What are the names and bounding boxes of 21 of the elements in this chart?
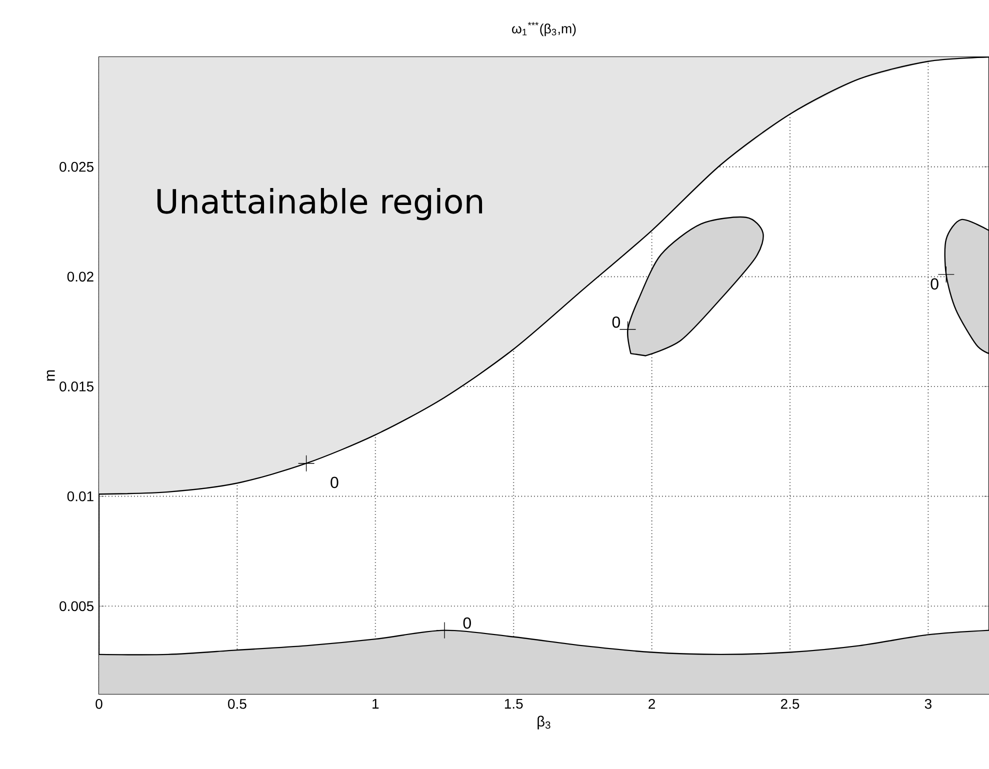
- y-tick-label: 0.02: [67, 272, 94, 282]
- x-tick-label: 1.5: [504, 698, 523, 709]
- y-tick-label: 0.005: [60, 601, 94, 612]
- x-tick-label: 2: [648, 698, 655, 709]
- y-tick-label: 0.025: [60, 162, 94, 172]
- x-axis-title: β$_{3}$: [538, 716, 550, 730]
- y-tick-label: 0.01: [67, 491, 94, 502]
- x-tick-label: 3: [924, 698, 932, 709]
- annotation: 0: [330, 476, 338, 488]
- point: [298, 455, 315, 472]
- x-tick-label: 0: [96, 698, 102, 709]
- chart-title: ω$_{1}$$^{***}$(β$_{3}$,m): [512, 22, 576, 36]
- annotation: 0: [463, 617, 471, 629]
- y-tick-label: 0.015: [60, 382, 94, 392]
- x-tick-label: 1: [372, 698, 379, 709]
- x-tick-label: 2.5: [780, 698, 800, 709]
- annotation: Unattainable region: [157, 188, 482, 220]
- x-tick-label: 0.5: [228, 698, 246, 709]
- annotation: 0: [930, 278, 938, 290]
- y-axis-title: m: [46, 370, 55, 381]
- annotation: 0: [612, 316, 620, 328]
